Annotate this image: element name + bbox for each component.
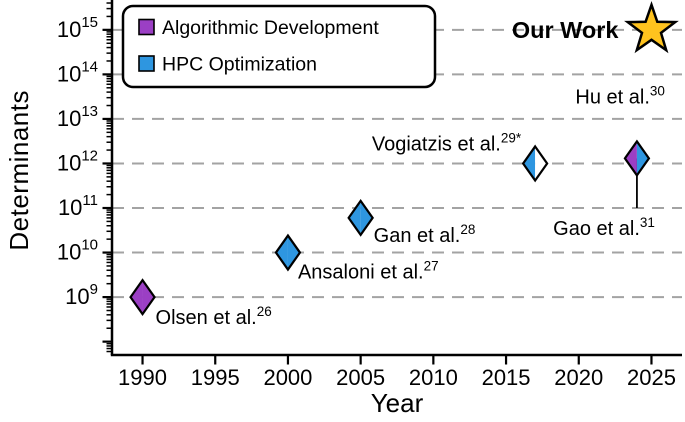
x-tick-label: 1995 [191, 365, 240, 390]
y-tick-label: 1015 [57, 14, 98, 42]
marker-gan-right-half [360, 200, 373, 235]
marker-hu-right-half [636, 141, 649, 176]
our-work: Our Work [512, 0, 679, 54]
y-tick-label: 1013 [57, 103, 98, 131]
marker-hu-left-half [624, 141, 637, 176]
x-tick-label: 2015 [482, 365, 531, 390]
y-axis-title: Determinants [4, 90, 34, 251]
annotations: Olsen et al.26 Ansaloni et al.27 Gan et al… [156, 83, 665, 329]
label-ansaloni: Ansaloni et al.27 [298, 259, 439, 284]
y-tick-label: 1011 [58, 192, 98, 220]
x-tick-label: 2005 [336, 365, 385, 390]
marker-ansaloni [274, 233, 302, 272]
marker-gan [347, 198, 374, 237]
marker-vogiatzis-right-half [535, 146, 548, 181]
our-work-label: Our Work [512, 17, 620, 43]
our-work-star-icon [624, 0, 679, 54]
x-tick-label: 1990 [118, 365, 167, 390]
marker-vogiatzis-left-half [523, 146, 536, 181]
legend-marker-algorithmic [138, 18, 155, 36]
x-tick-label: 2010 [409, 365, 458, 390]
x-axis: 1990 1995 2000 2005 2010 2015 2020 2025 [118, 355, 676, 390]
data-points [129, 139, 651, 317]
marker-ansaloni-right-half [287, 235, 300, 270]
x-tick-label: 2025 [627, 365, 676, 390]
axis-spines [110, 0, 682, 357]
legend-label-hpc: HPC Optimization [162, 54, 317, 76]
legend: Algorithmic Development HPC Optimization [121, 4, 437, 89]
legend-label-algorithmic: Algorithmic Development [162, 17, 379, 39]
label-gan: Gan et al.28 [374, 222, 476, 247]
marker-hu [623, 139, 651, 178]
marker-olsen-right-half [142, 280, 155, 315]
x-tick-label: 2000 [263, 365, 312, 390]
y-tick-label: 1012 [57, 147, 98, 175]
marker-olsen-left-half [130, 280, 143, 315]
label-gao: Gao et al.31 [553, 215, 655, 240]
marker-ansaloni-left-half [275, 235, 288, 270]
marker-olsen [129, 278, 156, 317]
marker-vogiatzis [521, 144, 549, 183]
label-hu: Hu et al.30 [575, 83, 665, 108]
label-olsen: Olsen et al.26 [156, 304, 272, 329]
marker-gan-left-half [348, 200, 361, 235]
y-tick-label: 1010 [57, 237, 98, 265]
legend-box [121, 4, 437, 89]
x-tick-label: 2020 [554, 365, 603, 390]
x-axis-title: Year [370, 388, 424, 418]
legend-marker-hpc [138, 55, 155, 72]
y-axis: 109 1010 1011 1012 1013 1014 1015 [57, 2, 112, 353]
y-tick-label: 109 [65, 281, 98, 309]
label-vogiatzis: Vogiatzis et al.29* [372, 130, 522, 155]
y-tick-label: 1014 [57, 58, 98, 86]
